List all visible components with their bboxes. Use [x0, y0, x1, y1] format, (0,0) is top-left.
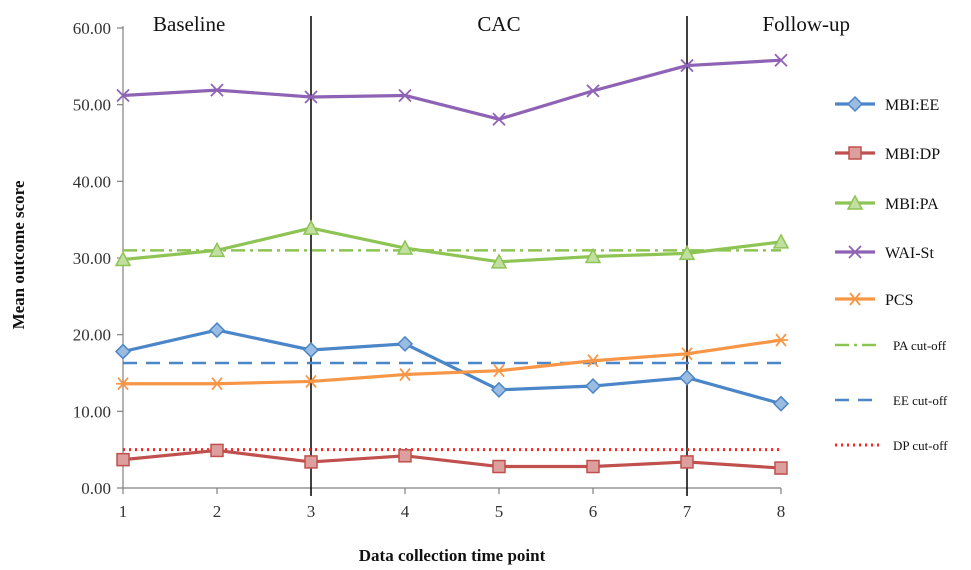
series-line-mbi-pa [122, 226, 782, 264]
data-point-wai-st [492, 112, 506, 126]
data-point-mbi-ee [208, 322, 226, 339]
data-point-mbi-pa [114, 250, 132, 267]
legend-label-ee-cut-off: EE cut-off [893, 393, 948, 408]
y-tick-label: 20.00 [73, 326, 111, 345]
data-point-wai-st [774, 53, 788, 67]
data-point-mbi-dp [304, 455, 318, 469]
data-point-pcs [304, 374, 318, 389]
y-tick-label: 0.00 [81, 479, 111, 498]
y-tick-label: 50.00 [73, 96, 111, 115]
data-point-mbi-pa [302, 219, 320, 235]
data-point-mbi-pa [678, 244, 696, 261]
y-axis-title: Mean outcome score [9, 180, 28, 329]
data-point-mbi-dp [116, 452, 130, 467]
legend-label-wai-st: WAI-St [885, 245, 934, 262]
data-point-pcs [586, 354, 600, 368]
legend-marker-pcs [848, 292, 862, 306]
series-line-mbi-dp [122, 448, 782, 470]
phase-label: CAC [477, 12, 520, 36]
x-tick-label: 5 [495, 502, 504, 521]
legend-label-pa-cut-off: PA cut-off [893, 338, 947, 353]
data-point-wai-st [210, 83, 224, 97]
legend-label-dp-cut-off: DP cut-off [893, 438, 948, 453]
data-point-mbi-dp [774, 461, 788, 475]
legend-marker-wai-st [848, 245, 862, 259]
data-point-mbi-ee [302, 341, 320, 359]
x-axis-title: Data collection time point [359, 546, 546, 565]
series-line-pcs [123, 338, 782, 386]
legend-label-pcs: PCS [885, 292, 913, 309]
data-point-mbi-pa [772, 233, 790, 249]
y-tick-label: 60.00 [73, 19, 111, 38]
legend-label-mbi-ee: MBI:EE [885, 97, 939, 114]
x-tick-label: 4 [401, 502, 410, 521]
data-point-mbi-pa [584, 247, 602, 264]
data-point-mbi-dp [492, 459, 506, 474]
x-tick-label: 2 [213, 502, 222, 521]
data-point-mbi-pa [396, 239, 414, 255]
data-point-wai-st [398, 88, 412, 103]
x-tick-label: 7 [683, 502, 692, 521]
legend-marker-mbi-dp [848, 146, 862, 160]
series-line-wai-st [122, 58, 782, 121]
data-point-mbi-ee [114, 343, 132, 360]
legend: MBI:EE MBI:DP MBI:PA WAI-St PCS PA cut-off EE … [835, 95, 948, 453]
data-point-pcs [680, 347, 694, 361]
data-point-mbi-ee [396, 335, 414, 352]
data-point-mbi-ee [772, 395, 790, 412]
data-point-pcs [774, 333, 788, 347]
plot-area: 0.00 10.00 20.00 30.00 40.00 50.00 60.00 1 2 3 4 5 6… [73, 12, 850, 521]
data-point-mbi-ee [490, 381, 508, 398]
phase-label: Follow-up [762, 12, 850, 36]
data-point-wai-st [304, 90, 318, 104]
data-point-mbi-dp [680, 455, 694, 469]
y-tick-label: 10.00 [73, 402, 111, 421]
data-point-mbi-pa [490, 253, 508, 269]
data-point-mbi-dp [210, 443, 224, 458]
data-point-mbi-ee [584, 377, 602, 395]
x-tick-label: 6 [589, 502, 598, 521]
legend-label-mbi-pa: MBI:PA [885, 196, 939, 213]
x-tick-label: 1 [119, 502, 128, 521]
data-point-pcs [492, 364, 506, 378]
data-point-mbi-dp [398, 449, 412, 463]
phase-label: Baseline [153, 12, 225, 36]
data-point-mbi-pa [208, 241, 226, 258]
data-point-pcs [398, 367, 412, 382]
y-tick-label: 30.00 [73, 249, 111, 268]
data-point-mbi-ee [678, 369, 696, 386]
x-tick-label: 8 [777, 502, 786, 521]
y-tick-label: 40.00 [73, 172, 111, 191]
legend-label-mbi-dp: MBI:DP [885, 146, 940, 163]
legend-marker-mbi-pa [846, 194, 864, 210]
legend-marker-mbi-ee [846, 95, 864, 113]
data-point-wai-st [586, 84, 600, 98]
series-line-mbi-ee [122, 328, 782, 406]
x-tick-label: 3 [307, 502, 316, 521]
data-point-pcs [210, 377, 224, 391]
data-point-wai-st [116, 88, 130, 103]
data-point-wai-st [680, 58, 694, 73]
data-point-mbi-dp [586, 459, 600, 474]
data-point-pcs [116, 377, 130, 391]
